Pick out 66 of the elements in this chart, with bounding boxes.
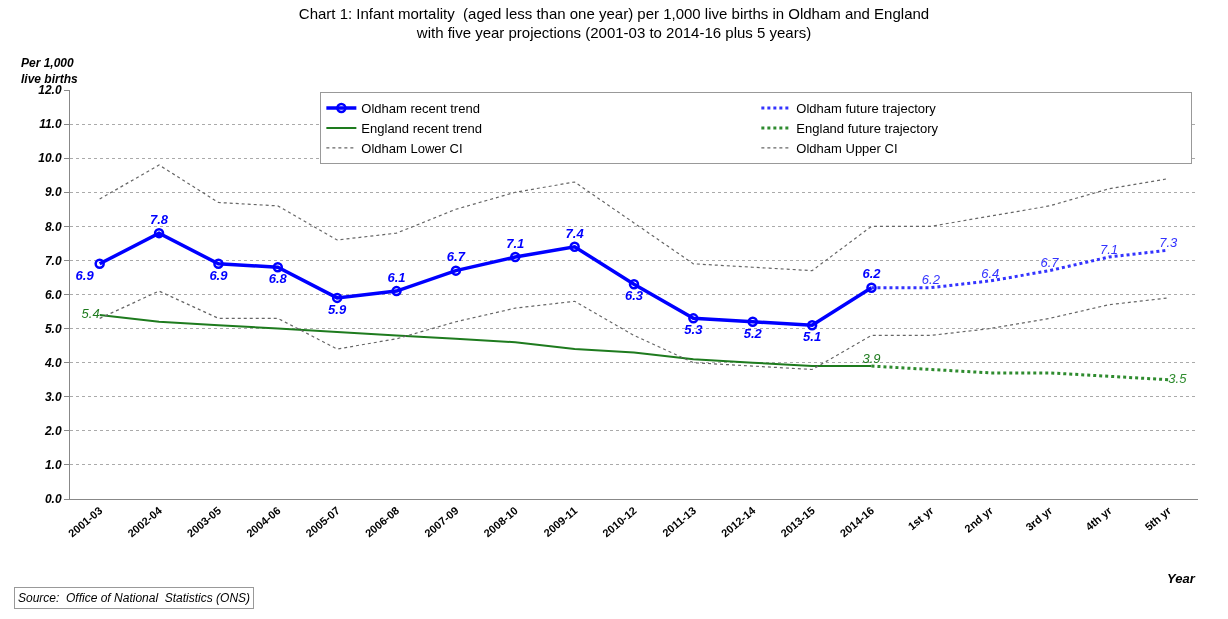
data-label: 7.8 [150, 211, 169, 227]
x-tick-label: 4th yr [1083, 503, 1115, 533]
legend-label: Oldham Lower CI [361, 140, 463, 156]
point [866, 282, 877, 293]
x-tick-label: 3rd yr [1023, 503, 1055, 534]
data-label: 3.5 [1168, 370, 1188, 386]
data-label: 6.1 [387, 269, 406, 285]
x-axis-title: Year [1167, 571, 1196, 586]
point [747, 316, 758, 328]
data-label: 6.4 [981, 265, 1000, 281]
point [569, 241, 580, 253]
data-label: 6.2 [862, 266, 882, 282]
data-label: 6.9 [209, 267, 229, 283]
legend-label: England recent trend [361, 120, 483, 136]
legend-label: Oldham Upper CI [796, 140, 898, 156]
data-label: 7.1 [1099, 241, 1118, 257]
y-axis-title: Per 1,000 live births [21, 56, 79, 86]
data-label: 5.2 [743, 325, 763, 341]
data-label: 7.3 [1159, 234, 1179, 250]
chart-title: Chart 1: Infant mortality (aged less than one year) per 1,000 live births in Oldham and England with five year projections (2001-03 to 2014-16 plus 5 years) [298, 4, 930, 42]
data-label: 6.8 [268, 270, 288, 286]
point [510, 251, 521, 263]
point [94, 258, 105, 270]
data-label: 5.9 [328, 301, 347, 317]
y-tick-label: 0.0 [44, 492, 62, 507]
point [153, 227, 165, 239]
point [688, 313, 699, 324]
legend-label: England future trajectory [796, 120, 939, 136]
source-note: Source: Office of National Statistics (ONS) [18, 591, 251, 605]
legend-label: Oldham future trajectory [796, 101, 937, 117]
point [628, 279, 640, 290]
y-tick-label: 2.0 [43, 424, 62, 439]
point [450, 265, 462, 276]
point [213, 258, 224, 270]
point [272, 261, 284, 273]
y-tick-label: 5.0 [44, 321, 62, 336]
y-tick-label: 4.0 [43, 355, 62, 370]
data-label: 6.3 [624, 288, 644, 304]
data-label: 6.2 [921, 272, 941, 288]
point [391, 285, 402, 297]
y-tick-label: 9.0 [44, 185, 62, 200]
data-label: 7.1 [506, 235, 525, 251]
data-label: 5.1 [803, 328, 822, 344]
x-tick-label: 5th yr [1142, 503, 1174, 533]
point [806, 319, 818, 331]
data-label: 6.7 [1040, 255, 1060, 271]
data-label: 7.4 [565, 225, 585, 241]
line-series [869, 364, 1170, 382]
y-tick-label: 11.0 [39, 117, 62, 132]
data-label: 6.7 [446, 249, 466, 265]
y-tick-label: 10.0 [38, 151, 62, 166]
y-tick-label: 8.0 [44, 219, 62, 234]
data-label: 6.9 [75, 267, 95, 283]
data-label: 5.3 [684, 322, 704, 338]
data-label: 3.9 [862, 350, 881, 366]
y-tick-label: 7.0 [44, 253, 62, 268]
x-tick-label: 2nd yr [962, 503, 996, 535]
y-tick-label: 1.0 [44, 458, 62, 473]
y-tick-label: 12.0 [38, 83, 62, 98]
y-tick-label: 3.0 [44, 389, 62, 404]
x-tick-label: 1st yr [905, 503, 937, 533]
data-label: 5.4 [81, 306, 100, 322]
y-tick-label: 6.0 [44, 287, 62, 302]
legend-label: Oldham recent trend [361, 101, 480, 117]
line-series [99, 290, 1169, 371]
point [331, 292, 343, 304]
